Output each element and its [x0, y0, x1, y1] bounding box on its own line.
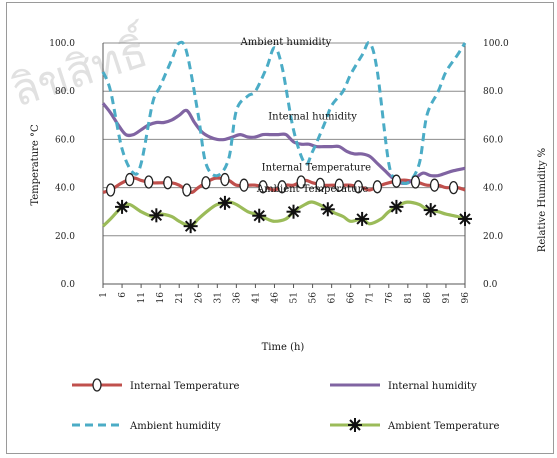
marker-group — [105, 172, 472, 234]
series-group — [101, 40, 467, 228]
y-right-tick-label: 100.0 — [483, 39, 509, 49]
y-left-tick-label: 60.0 — [55, 135, 75, 145]
axes — [102, 43, 466, 288]
x-tick-label: 6 — [118, 292, 128, 298]
chart-annotation: Internal humidity — [268, 112, 357, 123]
y-axis-right-label: Relative Humidity % — [537, 148, 548, 252]
ellipse-marker — [125, 172, 135, 187]
x-tick-label: 46 — [270, 292, 280, 304]
x-tick-label: 66 — [347, 292, 357, 304]
asterisk-marker — [389, 199, 404, 214]
ellipse-marker — [163, 176, 173, 190]
y-left-tick-label: 0.0 — [61, 280, 76, 290]
x-tick-label: 76 — [385, 292, 395, 304]
ellipse-marker — [220, 172, 230, 187]
ellipse-marker — [410, 175, 421, 189]
x-tick-label: 56 — [309, 292, 319, 304]
legend-label-2: Ambient humidity — [129, 421, 221, 432]
x-axis-label: Time (h) — [262, 342, 305, 353]
x-tick-label: 36 — [232, 292, 242, 304]
ellipse-marker — [372, 180, 383, 194]
ellipse-marker — [182, 183, 192, 197]
x-tick-label: 11 — [137, 292, 147, 303]
y-right-tick-label: 20.0 — [483, 232, 503, 242]
chart-annotation: Ambient humidity — [240, 37, 332, 48]
y-left-tick-label: 20.0 — [55, 232, 75, 242]
ellipse-marker — [258, 180, 268, 194]
asterisk-marker — [348, 418, 362, 432]
x-tick-label: 21 — [175, 292, 185, 303]
legend-label-0: Internal Temperature — [130, 381, 239, 392]
asterisk-marker — [286, 204, 301, 219]
asterisk-marker — [355, 211, 370, 226]
y-left-tick-label: 40.0 — [55, 184, 75, 194]
y-right-tick-label: 80.0 — [483, 87, 503, 97]
ellipse-marker — [144, 175, 154, 189]
ellipse-marker — [429, 178, 440, 192]
chart-annotation: Ambient Temperature — [256, 184, 368, 195]
x-tick-label: 86 — [423, 292, 433, 304]
y-left-tick-label: 100.0 — [49, 39, 75, 49]
ellipse-marker — [296, 175, 306, 189]
x-tick-label: 41 — [251, 292, 261, 303]
x-tick-label: 91 — [442, 292, 452, 303]
annotation-group: Ambient humidity Internal humidity Interna… — [240, 37, 372, 195]
x-tick-label: 71 — [366, 292, 376, 303]
ellipse-marker — [105, 183, 116, 197]
x-tick-label: 81 — [404, 292, 414, 303]
asterisk-marker — [217, 195, 232, 210]
ellipse-marker — [92, 378, 102, 392]
ellipse-marker — [201, 176, 211, 190]
x-tick-label: 26 — [194, 292, 204, 304]
chart-annotation: Internal Temperature — [262, 162, 371, 173]
x-tick-label: 96 — [461, 292, 471, 304]
y-right-tick-label: 40.0 — [483, 184, 503, 194]
legend: Internal Temperature Internal humidity Amb… — [72, 378, 499, 432]
ellipse-marker — [391, 174, 402, 188]
ellipse-marker — [315, 177, 325, 192]
asterisk-marker — [320, 202, 335, 217]
asterisk-marker — [183, 219, 198, 234]
x-tick-label: 61 — [328, 292, 338, 303]
y-right-tick-label: 60.0 — [483, 135, 503, 145]
x-tick-label: 16 — [156, 292, 166, 304]
asterisk-marker — [149, 208, 164, 223]
y-right-tick-label: 0.0 — [483, 280, 498, 290]
series-line-2 — [101, 40, 467, 186]
grid-lines — [103, 42, 465, 285]
asterisk-marker — [115, 199, 130, 214]
x-tick-label: 51 — [290, 292, 300, 303]
legend-label-3: Ambient Temperature — [387, 421, 499, 432]
ellipse-marker — [277, 180, 287, 194]
y-left-tick-label: 80.0 — [55, 87, 75, 97]
asterisk-marker — [252, 208, 267, 223]
ellipse-marker — [239, 178, 249, 192]
x-tick-label: 31 — [213, 292, 223, 303]
ellipse-marker — [334, 178, 344, 192]
asterisk-marker — [458, 211, 472, 226]
asterisk-marker — [423, 203, 438, 218]
tick-labels: 0.0 0.0 20.0 20.0 40.0 40.0 60.0 60.0 80.0 80.0 10… — [49, 39, 509, 303]
legend-label-1: Internal humidity — [388, 381, 477, 392]
ellipse-marker — [448, 180, 459, 195]
y-axis-left-label: Temperature °C — [30, 124, 41, 206]
x-tick-label: 1 — [99, 292, 109, 298]
watermark-logo: ลิขสิทธิ์ — [3, 18, 157, 117]
ellipse-marker — [353, 180, 363, 194]
